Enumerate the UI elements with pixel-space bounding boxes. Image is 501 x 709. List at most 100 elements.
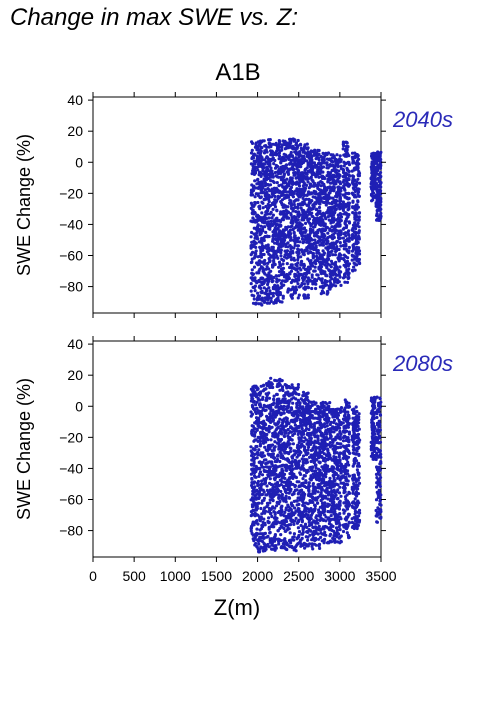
data-point bbox=[285, 166, 289, 170]
data-point bbox=[261, 524, 265, 529]
data-point bbox=[254, 249, 258, 253]
data-point bbox=[297, 502, 301, 506]
data-point bbox=[254, 497, 258, 501]
data-point bbox=[327, 218, 331, 222]
data-point bbox=[287, 275, 291, 279]
data-point bbox=[313, 532, 317, 536]
data-point bbox=[317, 175, 321, 179]
data-point bbox=[325, 225, 329, 230]
data-point bbox=[261, 206, 265, 210]
data-point bbox=[274, 291, 279, 296]
data-point bbox=[259, 251, 263, 255]
data-point bbox=[284, 463, 288, 467]
data-point bbox=[258, 232, 262, 236]
data-point bbox=[265, 417, 269, 422]
data-point bbox=[326, 209, 330, 213]
data-point bbox=[266, 169, 270, 173]
data-point bbox=[267, 516, 271, 520]
data-point bbox=[260, 397, 265, 401]
data-point bbox=[344, 211, 348, 215]
data-point bbox=[292, 532, 296, 536]
data-point bbox=[326, 174, 330, 178]
data-point bbox=[315, 501, 320, 505]
data-point bbox=[370, 167, 374, 171]
data-point bbox=[264, 230, 268, 234]
data-point bbox=[250, 156, 254, 161]
data-point bbox=[283, 487, 287, 491]
data-point bbox=[279, 533, 283, 537]
data-point bbox=[281, 266, 286, 270]
data-point bbox=[272, 397, 276, 401]
data-point bbox=[335, 240, 339, 244]
data-point bbox=[285, 249, 290, 253]
data-point bbox=[309, 529, 313, 533]
data-point bbox=[266, 187, 270, 191]
data-point bbox=[303, 167, 308, 171]
ytick-label: −60 bbox=[59, 248, 83, 264]
data-point bbox=[257, 155, 261, 159]
data-point bbox=[282, 283, 286, 287]
data-point bbox=[351, 243, 355, 248]
data-point bbox=[305, 392, 309, 396]
data-point bbox=[305, 210, 309, 214]
data-point bbox=[249, 414, 253, 418]
data-point bbox=[357, 215, 361, 219]
data-point bbox=[298, 142, 303, 146]
data-point bbox=[251, 185, 256, 189]
data-point bbox=[316, 228, 320, 232]
data-point bbox=[249, 445, 253, 449]
data-point bbox=[296, 218, 300, 222]
data-point bbox=[277, 189, 281, 193]
data-point bbox=[250, 268, 254, 272]
data-point bbox=[250, 148, 254, 152]
data-point bbox=[355, 223, 359, 227]
data-point bbox=[343, 231, 347, 235]
figure-title: Change in max SWE vs. Z: bbox=[10, 4, 299, 31]
data-point bbox=[263, 262, 267, 266]
data-point bbox=[310, 286, 314, 291]
data-point bbox=[319, 184, 323, 188]
data-point bbox=[280, 493, 284, 497]
data-point bbox=[257, 492, 261, 496]
data-point bbox=[297, 251, 301, 255]
data-point bbox=[313, 453, 317, 457]
data-point bbox=[258, 403, 262, 407]
data-point bbox=[347, 174, 352, 178]
data-point bbox=[352, 265, 356, 269]
data-point bbox=[288, 271, 292, 275]
data-point bbox=[275, 209, 279, 213]
data-point bbox=[306, 285, 310, 289]
data-point bbox=[287, 168, 291, 172]
data-point bbox=[258, 148, 262, 152]
data-point bbox=[321, 249, 325, 253]
data-point bbox=[256, 450, 260, 454]
data-point bbox=[268, 465, 272, 469]
data-point bbox=[286, 245, 290, 249]
data-point bbox=[277, 260, 282, 264]
data-point bbox=[267, 216, 271, 220]
data-point bbox=[273, 459, 277, 464]
data-point bbox=[345, 247, 349, 252]
data-point bbox=[278, 233, 282, 237]
data-point bbox=[308, 508, 312, 512]
data-point bbox=[266, 212, 270, 216]
data-point bbox=[258, 217, 262, 221]
data-point bbox=[277, 270, 282, 274]
data-point bbox=[289, 430, 293, 434]
data-point bbox=[258, 196, 263, 200]
data-point bbox=[281, 258, 286, 263]
data-point bbox=[265, 398, 269, 402]
data-point bbox=[282, 193, 286, 197]
data-point bbox=[331, 153, 335, 157]
data-point bbox=[256, 225, 260, 229]
data-point bbox=[262, 286, 266, 290]
data-point bbox=[292, 231, 296, 235]
data-point bbox=[273, 464, 278, 468]
data-point bbox=[312, 269, 316, 273]
data-point bbox=[291, 192, 295, 197]
data-point bbox=[287, 458, 291, 462]
data-point bbox=[289, 206, 294, 210]
data-point bbox=[288, 538, 292, 543]
data-point bbox=[279, 264, 283, 268]
data-point bbox=[318, 211, 322, 216]
